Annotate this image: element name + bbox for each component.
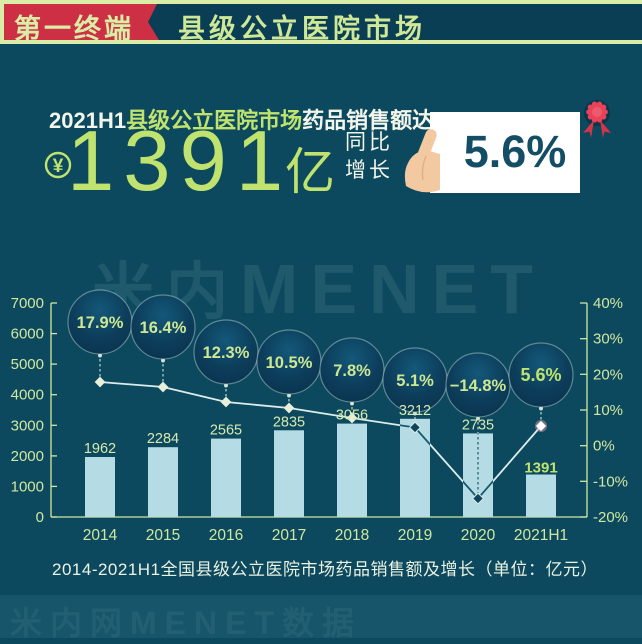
svg-text:0%: 0% [593,438,615,455]
svg-text:2018: 2018 [335,527,369,544]
svg-text:4000: 4000 [11,387,44,404]
svg-text:2735: 2735 [462,418,494,434]
svg-text:16.4%: 16.4% [140,319,187,337]
svg-text:−14.8%: −14.8% [450,377,507,395]
svg-text:2020: 2020 [461,527,496,544]
svg-text:3056: 3056 [336,408,368,424]
svg-text:3212: 3212 [399,403,431,419]
svg-text:3000: 3000 [11,417,44,434]
svg-text:2021H1: 2021H1 [514,527,568,544]
svg-text:2284: 2284 [147,431,179,447]
svg-text:40%: 40% [593,295,623,312]
svg-text:17.9%: 17.9% [77,314,124,332]
svg-text:10%: 10% [593,402,623,419]
svg-text:10.5%: 10.5% [266,354,313,372]
svg-text:5.6%: 5.6% [520,365,561,385]
svg-text:2835: 2835 [273,415,305,431]
svg-text:6000: 6000 [11,326,44,343]
svg-text:2016: 2016 [209,527,243,544]
svg-text:1391: 1391 [524,460,557,477]
svg-text:30%: 30% [593,331,623,348]
svg-text:7.8%: 7.8% [333,362,371,380]
svg-text:2019: 2019 [398,527,432,544]
svg-text:5000: 5000 [11,356,44,373]
svg-text:-20%: -20% [593,509,628,526]
svg-text:2017: 2017 [272,527,306,544]
svg-text:2565: 2565 [210,423,242,439]
svg-text:2000: 2000 [11,448,44,465]
svg-text:-10%: -10% [593,473,628,490]
svg-text:2015: 2015 [146,527,180,544]
svg-text:7000: 7000 [11,295,44,312]
svg-text:0: 0 [36,509,44,526]
svg-text:20%: 20% [593,366,623,383]
svg-text:5.1%: 5.1% [396,372,434,390]
svg-text:1962: 1962 [84,441,116,457]
svg-text:2014: 2014 [83,527,118,544]
svg-text:12.3%: 12.3% [203,344,250,362]
svg-text:1000: 1000 [11,478,44,495]
svg-text:¥: ¥ [53,156,64,177]
